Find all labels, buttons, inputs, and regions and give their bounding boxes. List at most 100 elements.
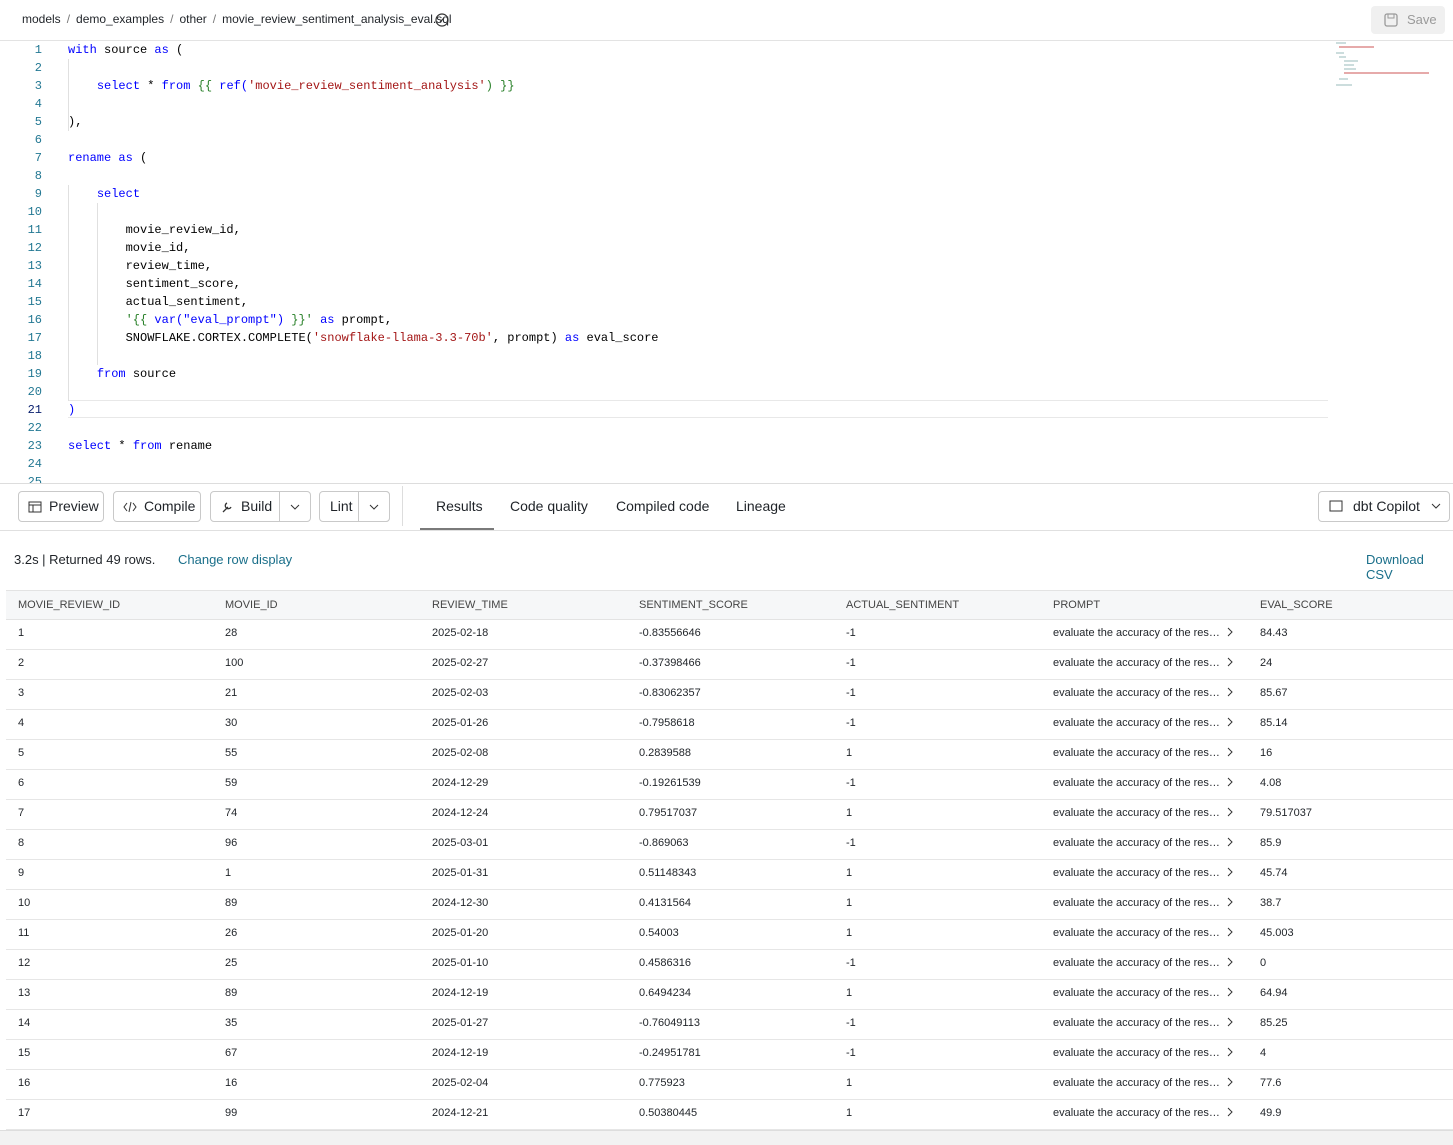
table-cell[interactable]: evaluate the accuracy of the res…: [1053, 627, 1220, 639]
column-header[interactable]: EVAL_SCORE: [1260, 599, 1333, 611]
line-number: 6: [34, 133, 42, 147]
expand-chevron[interactable]: [1226, 867, 1234, 877]
breadcrumb-item[interactable]: movie_review_sentiment_analysis_eval.sql: [207, 12, 452, 26]
table-cell: 89: [225, 897, 238, 909]
table-cell[interactable]: evaluate the accuracy of the res…: [1053, 987, 1220, 999]
download-csv-link[interactable]: Download CSV: [1366, 552, 1424, 582]
table-cell[interactable]: evaluate the accuracy of the res…: [1053, 1077, 1220, 1089]
results-tab[interactable]: Code quality: [510, 498, 588, 514]
table-cell: 67: [225, 1047, 238, 1059]
results-tab[interactable]: Compiled code: [616, 498, 710, 514]
column-header[interactable]: MOVIE_ID: [225, 599, 278, 611]
table-cell[interactable]: evaluate the accuracy of the res…: [1053, 1017, 1220, 1029]
results-tab[interactable]: Results: [436, 498, 483, 514]
expand-chevron[interactable]: [1226, 1017, 1234, 1027]
expand-chevron[interactable]: [1226, 717, 1234, 727]
expand-chevron[interactable]: [1226, 897, 1234, 907]
code-token: ): [68, 403, 76, 417]
table-cell[interactable]: evaluate the accuracy of the res…: [1053, 867, 1220, 879]
dropdown-toggle[interactable]: [358, 491, 390, 522]
line-number: 15: [27, 295, 42, 309]
code-token: sentiment_score,: [68, 277, 241, 291]
table-cell: 55: [225, 747, 238, 759]
column-header[interactable]: REVIEW_TIME: [432, 599, 508, 611]
column-header[interactable]: MOVIE_REVIEW_ID: [18, 599, 121, 611]
column-header[interactable]: ACTUAL_SENTIMENT: [846, 599, 960, 611]
line-number: 2: [34, 61, 42, 75]
expand-chevron[interactable]: [1226, 1107, 1234, 1117]
table-cell: 0.4131564: [639, 897, 691, 909]
expand-chevron[interactable]: [1226, 987, 1234, 997]
table-cell: 1: [846, 807, 853, 819]
expand-chevron[interactable]: [1226, 657, 1234, 667]
table-cell: 3: [18, 687, 25, 699]
code-token: [68, 313, 126, 327]
table-cell: 85.9: [1260, 837, 1282, 849]
code-line: select: [68, 185, 140, 203]
copilot-button[interactable]: dbt Copilot: [1318, 491, 1450, 522]
column-header[interactable]: SENTIMENT_SCORE: [639, 599, 748, 611]
chevron: [369, 504, 379, 510]
breadcrumb-item[interactable]: demo_examples: [61, 12, 164, 26]
table-cell[interactable]: evaluate the accuracy of the res…: [1053, 957, 1220, 969]
table-cell: 96: [225, 837, 238, 849]
line-number: 8: [34, 169, 42, 183]
table-cell[interactable]: evaluate the accuracy of the res…: [1053, 717, 1220, 729]
save-button[interactable]: Save: [1371, 6, 1445, 34]
table-cell: 2025-01-20: [432, 927, 489, 939]
line-number: 14: [27, 277, 42, 291]
table-cell[interactable]: evaluate the accuracy of the res…: [1053, 747, 1220, 759]
code-line: '{{ var("eval_prompt") }}' as prompt,: [68, 311, 392, 329]
table-cell[interactable]: evaluate the accuracy of the res…: [1053, 1107, 1220, 1119]
table-cell[interactable]: evaluate the accuracy of the res…: [1053, 807, 1220, 819]
table-cell: 0.2839588: [639, 747, 691, 759]
line-number: 24: [27, 457, 42, 471]
table-cell: 0: [1260, 957, 1267, 969]
table-cell: 59: [225, 777, 238, 789]
table-cell[interactable]: evaluate the accuracy of the res…: [1053, 927, 1220, 939]
table-cell: 30: [225, 717, 238, 729]
table-cell: 2: [18, 657, 25, 669]
table-cell: 6: [18, 777, 25, 789]
expand-chevron[interactable]: [1226, 777, 1234, 787]
column-header[interactable]: PROMPT: [1053, 599, 1101, 611]
expand-chevron[interactable]: [1226, 1077, 1234, 1087]
expand-chevron[interactable]: [1226, 1047, 1234, 1057]
table-cell: 35: [225, 1017, 238, 1029]
code-token: , prompt): [492, 331, 565, 345]
table-cell: 10: [18, 897, 31, 909]
expand-chevron[interactable]: [1226, 957, 1234, 967]
table-cell: -1: [846, 687, 856, 699]
expand-chevron[interactable]: [1226, 747, 1234, 757]
table-cell: 1: [846, 927, 853, 939]
change-row-display-link[interactable]: Change row display: [178, 552, 293, 567]
button-icon: [123, 501, 137, 513]
table-cell: 15: [18, 1047, 31, 1059]
expand-chevron[interactable]: [1226, 927, 1234, 937]
code-editor[interactable]: 1 with source as (2 3 select * from {{ ref…: [0, 41, 1453, 484]
dropdown-toggle[interactable]: [279, 491, 311, 522]
expand-chevron[interactable]: [1226, 807, 1234, 817]
table-cell[interactable]: evaluate the accuracy of the res…: [1053, 777, 1220, 789]
expand-chevron[interactable]: [1226, 837, 1234, 847]
breadcrumb-item[interactable]: other: [164, 12, 207, 26]
results-tab[interactable]: Lineage: [736, 498, 786, 514]
toolbar-button[interactable]: Preview: [18, 491, 104, 522]
table-row: 10 89 2024-12-30 0.4131564 1 evaluate the acc…: [6, 890, 1453, 920]
line-number: 7: [34, 151, 42, 165]
breadcrumb-item[interactable]: models: [22, 12, 61, 26]
table-cell[interactable]: evaluate the accuracy of the res…: [1053, 687, 1220, 699]
table-cell[interactable]: evaluate the accuracy of the res…: [1053, 657, 1220, 669]
toolbar-button[interactable]: Compile: [113, 491, 201, 522]
table-cell: 14: [18, 1017, 31, 1029]
table-row: 4 30 2025-01-26 -0.7958618 -1 evaluate the ac…: [6, 710, 1453, 740]
expand-chevron[interactable]: [1226, 627, 1234, 637]
table-cell[interactable]: evaluate the accuracy of the res…: [1053, 837, 1220, 849]
info-icon[interactable]: [435, 13, 449, 27]
table-cell[interactable]: evaluate the accuracy of the res…: [1053, 897, 1220, 909]
expand-chevron[interactable]: [1226, 687, 1234, 697]
code-token: [313, 313, 320, 327]
code-token: 'snowflake-llama-3.3-70b': [312, 331, 493, 345]
table-cell[interactable]: evaluate the accuracy of the res…: [1053, 1047, 1220, 1059]
